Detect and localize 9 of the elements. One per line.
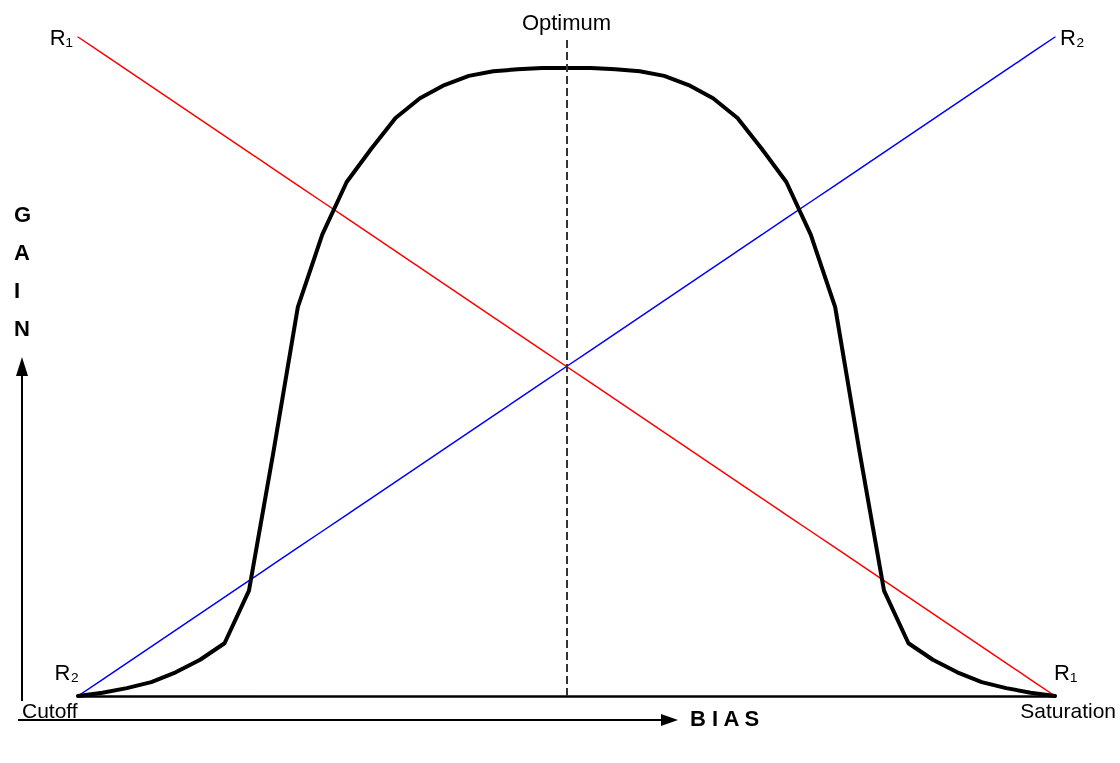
x-axis-title: B I A S — [690, 705, 760, 731]
text: Optimum — [521, 9, 612, 35]
text: Saturation — [1020, 699, 1116, 722]
series-label: R₁ — [49, 24, 73, 50]
series-label: R₂ — [1060, 24, 1085, 50]
text: R₁ — [1054, 659, 1078, 685]
text: R₂ — [54, 659, 79, 685]
y-axis-title: GAIN — [14, 201, 32, 341]
text: Cutoff — [22, 699, 78, 722]
